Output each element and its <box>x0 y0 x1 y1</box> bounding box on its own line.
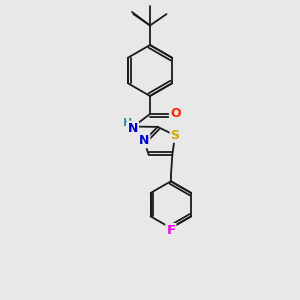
Text: H: H <box>124 118 133 128</box>
Text: N: N <box>128 122 138 135</box>
Text: S: S <box>171 129 180 142</box>
Text: N: N <box>139 134 149 147</box>
Text: F: F <box>166 224 176 237</box>
Text: O: O <box>170 107 181 121</box>
